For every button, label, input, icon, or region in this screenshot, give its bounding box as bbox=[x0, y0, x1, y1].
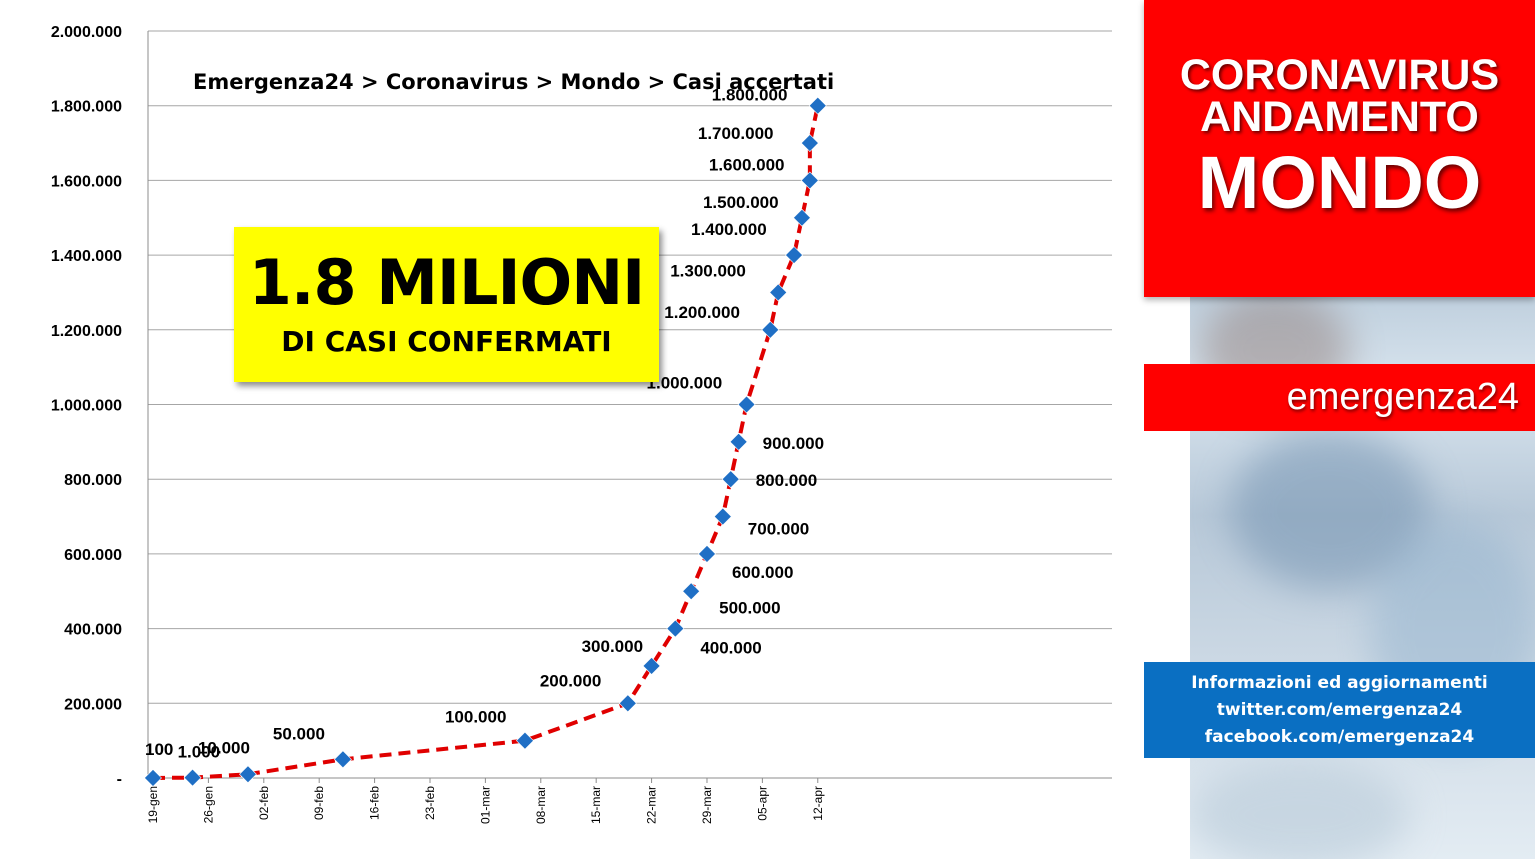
x-tick-label: 23-feb bbox=[423, 786, 437, 820]
title-line-2: ANDAMENTO bbox=[1200, 93, 1479, 141]
x-tick-label: 05-apr bbox=[755, 786, 769, 821]
data-label: 1.000 bbox=[178, 743, 221, 762]
data-point-marker bbox=[721, 470, 740, 489]
data-point-marker bbox=[666, 619, 685, 638]
chart-area: -200.000 400.000 600.000 800.000 1.000.000 1.… bbox=[50, 24, 1112, 825]
data-point-marker bbox=[183, 768, 202, 787]
chart-breadcrumb-title: Emergenza24 > Coronavirus > Mondo > Casi… bbox=[193, 70, 834, 94]
title-line-3: MONDO bbox=[1197, 141, 1482, 224]
x-tick-label: 22-mar bbox=[645, 786, 659, 824]
y-tick-label: 600.000 bbox=[64, 547, 122, 564]
data-label: 600.000 bbox=[732, 563, 793, 582]
data-point-marker bbox=[713, 507, 732, 526]
y-tick-label: 1.600.000 bbox=[51, 173, 122, 190]
headline-sub: DI CASI CONFERMATI bbox=[281, 325, 612, 358]
info-facebook-link[interactable]: facebook.com/emergenza24 bbox=[1204, 727, 1475, 747]
data-point-marker bbox=[808, 96, 827, 115]
x-tick-label: 29-mar bbox=[700, 786, 714, 824]
info-line-1: Informazioni ed aggiornamenti bbox=[1191, 673, 1488, 693]
background-blur-patch bbox=[1230, 430, 1430, 590]
data-point-marker bbox=[239, 765, 257, 784]
data-label: 100 bbox=[145, 740, 173, 759]
x-tick-label: 19-gen bbox=[146, 786, 160, 823]
background-blur-patch bbox=[1190, 760, 1410, 859]
data-label: 800.000 bbox=[756, 471, 817, 490]
brand-label: emergenza24 bbox=[1286, 376, 1519, 418]
data-point-marker bbox=[769, 283, 788, 302]
data-label: 1.600.000 bbox=[709, 155, 785, 174]
data-label: 1.300.000 bbox=[670, 261, 746, 280]
y-tick-label: 800.000 bbox=[64, 472, 122, 489]
headline-main: 1.8 MILIONI bbox=[248, 246, 645, 319]
data-point-marker bbox=[793, 208, 811, 227]
data-label: 1.000.000 bbox=[647, 374, 723, 393]
line-chart: -200.000400.000600.000800.0001.000.0001.… bbox=[51, 24, 1112, 824]
data-point-marker bbox=[761, 320, 780, 339]
y-tick-label: 200.000 bbox=[64, 696, 122, 713]
brand-box: emergenza24 bbox=[1144, 364, 1535, 431]
y-tick-label: 1.800.000 bbox=[51, 99, 122, 116]
data-point-marker bbox=[800, 134, 819, 152]
data-label: 1.700.000 bbox=[698, 124, 774, 143]
x-tick-label: 26-gen bbox=[201, 786, 215, 823]
data-point-marker bbox=[729, 432, 748, 451]
title-box: CORONAVIRUS ANDAMENTO MONDO bbox=[1144, 0, 1535, 297]
y-tick-label: 1.000.000 bbox=[51, 398, 122, 415]
y-tick-label: 2.000.000 bbox=[51, 24, 122, 41]
data-label: 300.000 bbox=[582, 637, 643, 656]
title-line-1: CORONAVIRUS bbox=[1179, 51, 1500, 99]
data-point-marker bbox=[737, 395, 756, 414]
data-label: 1.200.000 bbox=[664, 303, 740, 322]
info-twitter-link[interactable]: twitter.com/emergenza24 bbox=[1216, 700, 1463, 720]
data-label: 1.500.000 bbox=[703, 193, 779, 212]
x-tick-label: 02-feb bbox=[257, 786, 271, 820]
data-point-marker bbox=[698, 544, 716, 563]
y-tick-label: 1.200.000 bbox=[51, 323, 122, 340]
x-tick-label: 15-mar bbox=[589, 786, 603, 824]
x-tick-label: 16-feb bbox=[368, 786, 382, 820]
series-layer bbox=[144, 96, 827, 787]
data-label: 900.000 bbox=[763, 434, 824, 453]
data-point-marker bbox=[144, 769, 162, 787]
data-label: 1.400.000 bbox=[691, 220, 767, 239]
y-tick-label: 1.400.000 bbox=[51, 248, 122, 265]
data-point-marker bbox=[618, 694, 637, 713]
data-label: 100.000 bbox=[445, 708, 506, 727]
data-label: 400.000 bbox=[700, 639, 761, 658]
data-point-marker bbox=[800, 171, 819, 190]
axes: -200.000400.000600.000800.0001.000.0001.… bbox=[51, 24, 1112, 824]
data-point-marker bbox=[516, 731, 534, 750]
data-point-marker bbox=[682, 582, 701, 601]
data-point-marker bbox=[785, 246, 803, 265]
headline-box: 1.8 MILIONI DI CASI CONFERMATI bbox=[234, 227, 659, 382]
info-box: Informazioni ed aggiornamenti twitter.co… bbox=[1144, 662, 1535, 758]
y-tick-label: - bbox=[117, 771, 122, 788]
y-tick-label: 400.000 bbox=[64, 622, 122, 639]
data-label: 200.000 bbox=[540, 671, 601, 690]
x-tick-label: 08-mar bbox=[534, 786, 548, 824]
data-label: 10.000 bbox=[198, 738, 250, 757]
data-label: 700.000 bbox=[748, 520, 809, 539]
data-point-marker bbox=[334, 750, 352, 769]
data-label: 50.000 bbox=[273, 724, 325, 743]
x-tick-label: 01-mar bbox=[478, 786, 492, 824]
data-label: 500.000 bbox=[719, 598, 780, 617]
data-label: 1.800.000 bbox=[712, 86, 788, 105]
x-tick-label: 12-apr bbox=[811, 786, 825, 821]
x-tick-label: 09-feb bbox=[312, 786, 326, 820]
data-point-marker bbox=[642, 657, 661, 675]
